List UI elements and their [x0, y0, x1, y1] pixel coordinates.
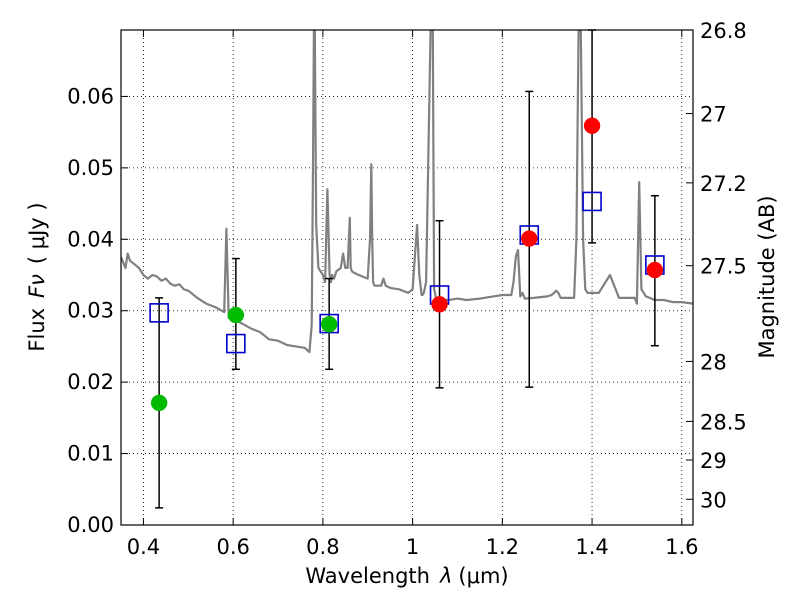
model-square	[226, 333, 246, 354]
y-axis-title: FluxFν( μJy )	[25, 202, 49, 351]
y-tick-label: 0.02	[67, 370, 114, 394]
y-tick-label: 0.00	[67, 513, 114, 537]
observed-point	[320, 316, 338, 333]
y2-tick-label: 27	[700, 103, 727, 127]
model-square	[149, 303, 169, 323]
x-tick-labels: 0.4 0.6 0.8 1 1.2 1.4 1.6	[127, 535, 699, 559]
x-tick-label: 1.6	[665, 535, 698, 559]
y2-tick-labels: 26.8 27 27.2 27.5 28 28.5 29 30	[700, 19, 747, 512]
y-tick-labels: 0.00 0.01 0.02 0.03 0.04 0.05 0.06	[67, 84, 114, 537]
y2-axis-title: Magnitude (AB)	[755, 195, 779, 358]
y-tick-label: 0.06	[67, 84, 114, 108]
observed-point	[150, 394, 168, 412]
y2-tick-label: 26.8	[700, 19, 747, 43]
model-square	[582, 191, 602, 212]
template-spectrum	[121, 30, 693, 354]
y2-tick-label: 28.5	[700, 410, 747, 434]
y2-tick-label: 30	[700, 488, 727, 512]
y-tick-label: 0.05	[67, 156, 114, 180]
observed-point	[431, 296, 448, 313]
y2-tick-label: 28	[700, 350, 727, 374]
observed-point	[646, 261, 664, 279]
spectrum-line	[121, 30, 693, 354]
x-axis-title: Wavelength λ (μm)	[305, 564, 508, 588]
model-square	[319, 313, 339, 334]
observed-point	[227, 306, 245, 324]
observed-point	[583, 117, 601, 134]
y-tick-label: 0.01	[67, 442, 114, 466]
y2-tick-label: 27.5	[700, 255, 747, 279]
y2-tick-label: 27.2	[700, 172, 747, 196]
observed-point	[521, 230, 538, 247]
x-tick-label: 0.8	[306, 535, 339, 559]
y2-tick-label: 29	[700, 449, 727, 473]
x-tick-label: 0.6	[216, 535, 249, 559]
observed-photometry-markers	[150, 117, 664, 412]
axis-ticks	[121, 29, 693, 526]
x-tick-label: 1	[406, 535, 419, 559]
y-tick-label: 0.04	[67, 227, 114, 251]
x-tick-label: 0.4	[127, 535, 160, 559]
y-tick-label: 0.03	[67, 299, 114, 323]
plot-frame	[120, 29, 694, 526]
x-tick-label: 1.2	[486, 535, 519, 559]
x-tick-label: 1.4	[575, 535, 608, 559]
